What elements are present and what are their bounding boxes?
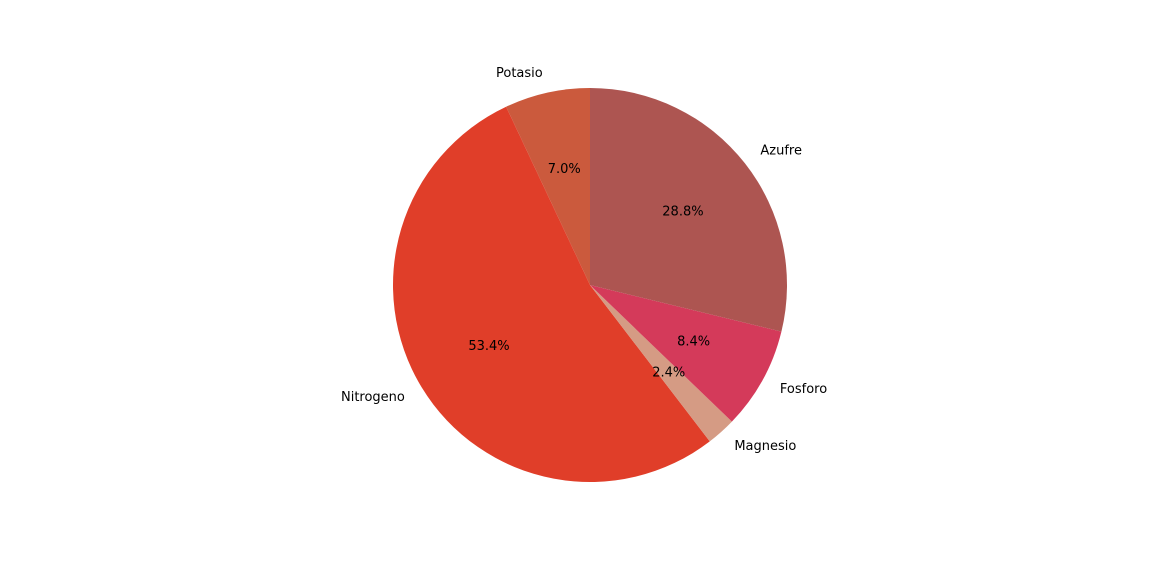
pie-category-label-nitrogeno: Nitrogeno bbox=[341, 390, 405, 405]
pie-pct-label-fosforo: 8.4% bbox=[677, 334, 710, 349]
pie-slice-azufre bbox=[590, 88, 787, 332]
pie-pct-label-magnesio: 2.4% bbox=[652, 366, 685, 381]
pie-category-label-fosforo: Fosforo bbox=[780, 382, 827, 397]
pie-pct-label-azufre: 28.8% bbox=[662, 204, 703, 219]
pie-category-label-azufre: Azufre bbox=[760, 144, 802, 159]
pie-slice-fosforo bbox=[590, 285, 782, 422]
pie-category-label-potasio: Potasio bbox=[496, 66, 543, 81]
pie-pct-label-potasio: 7.0% bbox=[548, 162, 581, 177]
pie-labels: 7.0% Potasio 53.4% Nitrogeno 2.4% Magnesio 8.4… bbox=[341, 66, 827, 454]
pie-slices bbox=[392, 87, 787, 482]
pie-slice-nitrogeno bbox=[392, 106, 710, 482]
pie-slice-potasio bbox=[506, 87, 590, 285]
pie-pct-label-nitrogeno: 53.4% bbox=[468, 339, 509, 354]
pie-slice-magnesio bbox=[590, 285, 732, 442]
pie-category-label-magnesio: Magnesio bbox=[734, 439, 796, 454]
